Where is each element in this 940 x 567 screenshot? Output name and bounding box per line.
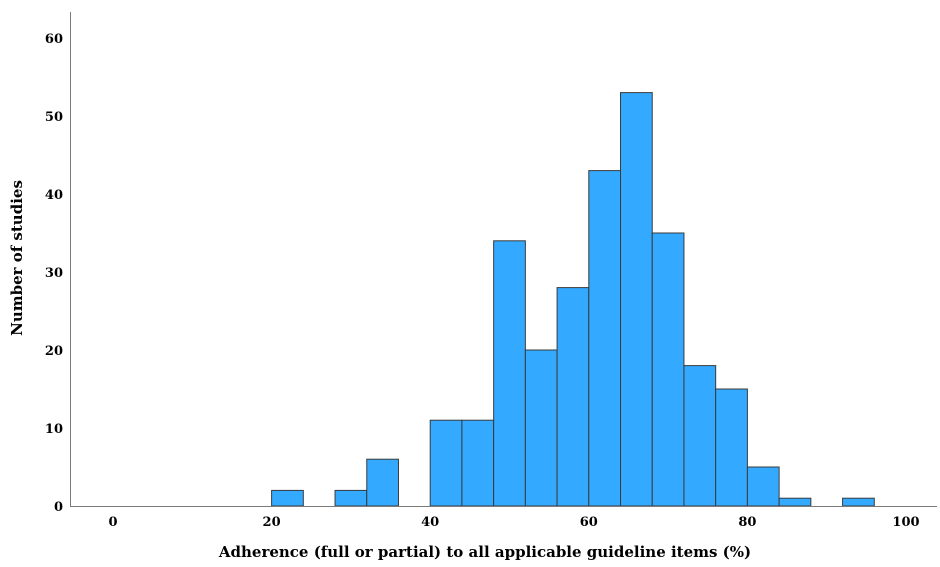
x-tick-label: 20 — [263, 515, 281, 530]
x-tick-labels: 0 20 40 60 80 100 — [108, 515, 919, 530]
histogram-bar-15 — [842, 497, 875, 507]
histogram-bar-6 — [524, 349, 558, 507]
y-tick-label: 30 — [45, 266, 63, 281]
histogram-bar-13 — [746, 466, 780, 507]
x-tick-label: 40 — [421, 515, 439, 530]
y-tick-label: 60 — [45, 32, 63, 47]
histogram-bar-9 — [620, 92, 653, 507]
y-tick-label: 20 — [45, 344, 63, 359]
histogram-bar-7 — [556, 287, 590, 507]
histogram-bar-2 — [366, 458, 399, 507]
histogram-bar-8 — [588, 170, 622, 507]
y-tick-labels: 0 10 20 30 40 50 60 — [45, 32, 63, 515]
histogram-bar-0 — [271, 489, 304, 507]
x-tick-label: 100 — [892, 515, 919, 530]
histogram-bar-1 — [334, 489, 368, 507]
y-tick-label: 50 — [45, 110, 63, 125]
histogram-bar-14 — [778, 497, 812, 507]
histogram-bar-10 — [651, 232, 685, 507]
x-tick-label: 0 — [108, 515, 117, 530]
y-tick-label: 10 — [45, 422, 63, 437]
histogram-bar-5 — [493, 240, 526, 507]
y-axis-title: Number of studies — [8, 180, 26, 336]
x-tick-label: 80 — [738, 515, 756, 530]
histogram-bar-3 — [429, 419, 463, 507]
histogram-bar-11 — [683, 365, 717, 507]
y-tick-label: 40 — [45, 188, 63, 203]
y-tick-label: 0 — [54, 500, 63, 515]
x-axis-title: Adherence (full or partial) to all appli… — [218, 543, 751, 561]
histogram-bars — [271, 92, 875, 507]
histogram-bar-4 — [461, 419, 495, 507]
x-tick-label: 60 — [580, 515, 598, 530]
histogram-bar-12 — [715, 388, 748, 507]
